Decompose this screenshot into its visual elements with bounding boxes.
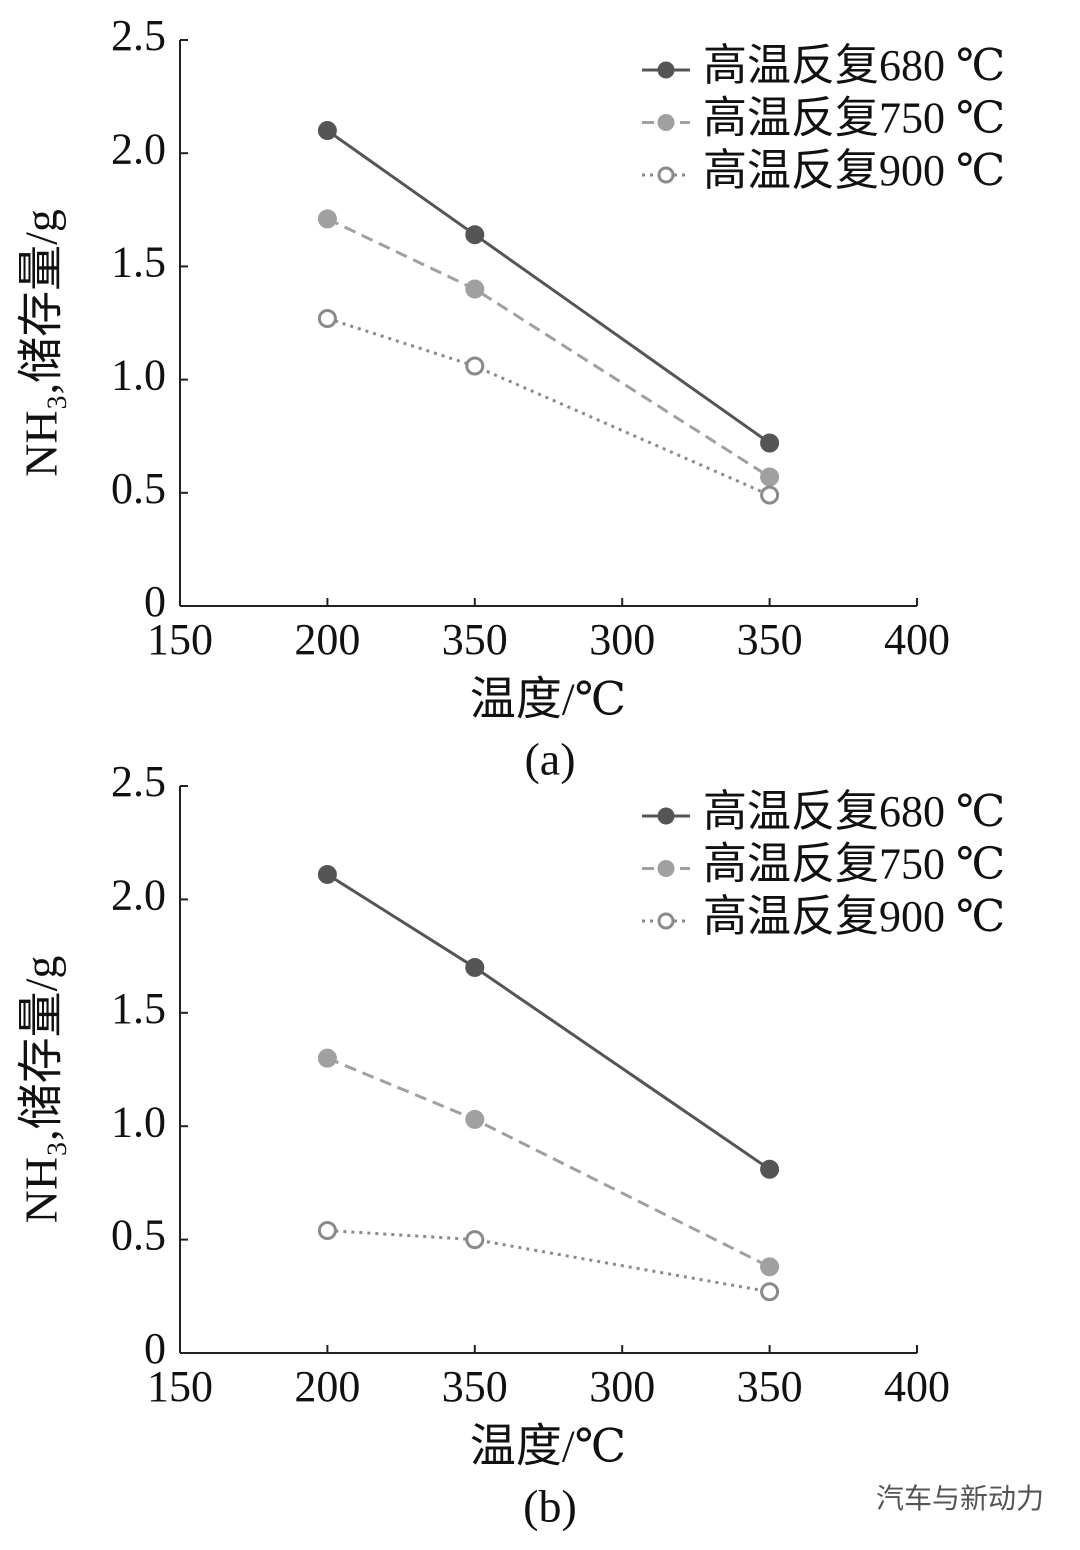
point: [465, 1109, 485, 1129]
y-tick-label: 1.0: [111, 351, 166, 400]
legend-label: 高温反复900 ℃: [703, 892, 1005, 941]
y-tick-label: 1.5: [111, 984, 166, 1033]
x-tick-label: 150: [147, 615, 213, 664]
y-tick-label: 2.0: [111, 870, 166, 919]
point: [465, 1230, 485, 1250]
point: [760, 1257, 780, 1277]
x-tick-label: 150: [147, 1362, 213, 1411]
x-tick-label: 350: [442, 1362, 508, 1411]
x-tick-label: 400: [884, 1362, 950, 1411]
y-tick-label: 1.0: [111, 1097, 166, 1146]
y-tick-label: 0: [144, 1324, 166, 1373]
x-tick-label: 200: [294, 615, 360, 664]
point: [760, 433, 780, 453]
watermark: 汽车与新动力: [876, 1482, 1044, 1515]
point: [760, 1282, 780, 1302]
point: [465, 957, 485, 977]
point: [760, 467, 780, 487]
y-tick-label: 0.5: [111, 1211, 166, 1260]
series-line: [326, 317, 771, 497]
y-tick-label: 0: [144, 577, 166, 626]
series-line: [326, 217, 771, 479]
y-axis-label: NH₃,储存量/g: [16, 956, 67, 1224]
point: [465, 225, 485, 245]
series-line: [327, 1229, 770, 1294]
legend-label: 高温反复680 ℃: [703, 41, 1005, 90]
legend-marker: [657, 61, 675, 79]
caption: (b): [523, 1481, 577, 1532]
y-axis-label: NH₃,储存量/g: [16, 209, 67, 477]
point: [317, 308, 337, 328]
x-axis-label: 温度/℃: [470, 674, 626, 725]
x-tick-label: 400: [884, 615, 950, 664]
point: [465, 356, 485, 376]
legend-label: 高温反复680 ℃: [703, 787, 1005, 836]
point: [317, 121, 337, 141]
x-axis-label: 温度/℃: [470, 1421, 626, 1472]
legend-marker: [657, 807, 675, 825]
legend-label: 高温反复900 ℃: [703, 146, 1005, 195]
x-tick-label: 350: [737, 615, 803, 664]
x-tick-label: 300: [589, 1362, 655, 1411]
legend-marker: [657, 114, 675, 131]
legend-marker: [657, 912, 675, 930]
point: [317, 1221, 337, 1241]
y-tick-label: 0.5: [111, 464, 166, 513]
x-tick-label: 200: [294, 1362, 360, 1411]
y-tick-label: 1.5: [111, 237, 166, 286]
legend-label: 高温反复750 ℃: [703, 840, 1005, 889]
y-tick-label: 2.5: [111, 11, 166, 60]
caption: (a): [524, 734, 575, 785]
y-tick-label: 2.5: [111, 757, 166, 806]
point: [317, 1048, 337, 1068]
legend-marker: [657, 860, 675, 877]
point: [317, 209, 337, 229]
point: [760, 1159, 780, 1179]
x-tick-label: 350: [442, 615, 508, 664]
x-tick-label: 300: [589, 615, 655, 664]
point: [465, 279, 485, 299]
point: [317, 864, 337, 884]
point: [760, 485, 780, 505]
x-tick-label: 350: [737, 1362, 803, 1411]
legend-label: 高温反复750 ℃: [703, 94, 1005, 143]
legend-marker: [657, 166, 675, 184]
y-tick-label: 2.0: [111, 124, 166, 173]
